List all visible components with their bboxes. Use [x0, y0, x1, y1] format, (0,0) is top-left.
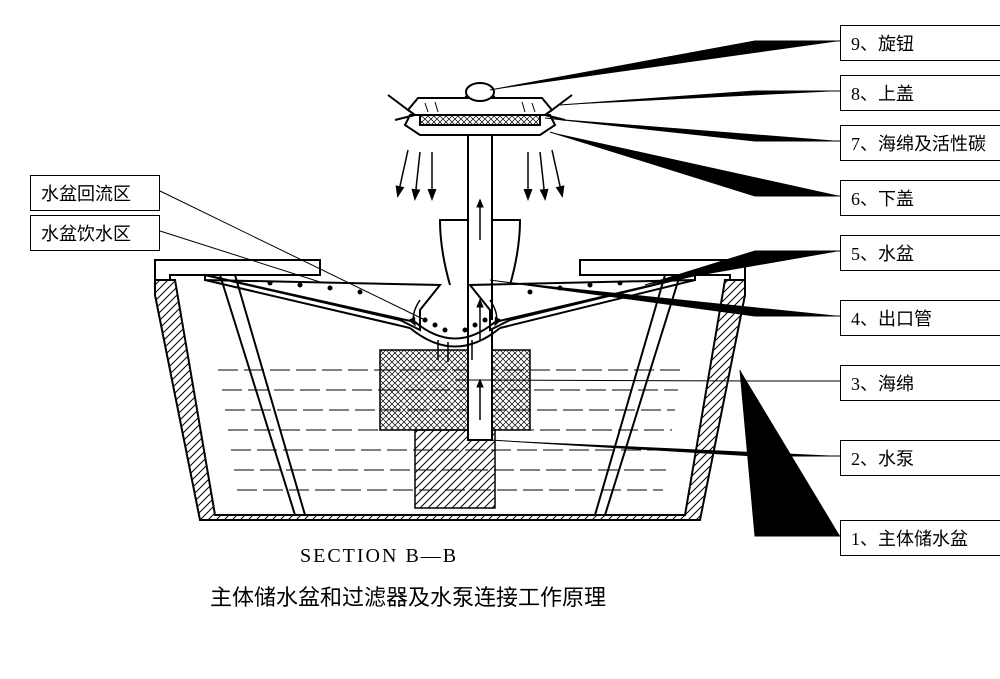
diagram-container: 水盆回流区 水盆饮水区 9、旋钮 8、上盖 7、海绵及活性碳 6、下盖 5、水盆… [20, 20, 1000, 659]
outlet-pipe [468, 115, 492, 440]
label-4-outlet-pipe: 4、出口管 [840, 300, 1000, 336]
caption-main: 主体储水盆和过滤器及水泵连接工作原理 [210, 580, 606, 612]
pump-block [415, 430, 495, 508]
sponge-block [380, 350, 530, 430]
label-8-topcap: 8、上盖 [840, 75, 1000, 111]
label-3-sponge: 3、海绵 [840, 365, 1000, 401]
diagram-svg [20, 20, 1000, 659]
caption-section: SECTION B—B [300, 545, 458, 568]
upper-basin [205, 220, 695, 362]
label-6-bottomcap: 6、下盖 [840, 180, 1000, 216]
label-2-pump: 2、水泵 [840, 440, 1000, 476]
filter-assembly [388, 83, 572, 135]
label-5-basin: 5、水盆 [840, 235, 1000, 271]
label-1-main-basin: 1、主体储水盆 [840, 520, 1000, 556]
label-backflow-zone: 水盆回流区 [30, 175, 160, 211]
label-9-knob: 9、旋钮 [840, 25, 1000, 61]
label-drink-zone: 水盆饮水区 [30, 215, 160, 251]
label-7-sponge-carbon: 7、海绵及活性碳 [840, 125, 1000, 161]
